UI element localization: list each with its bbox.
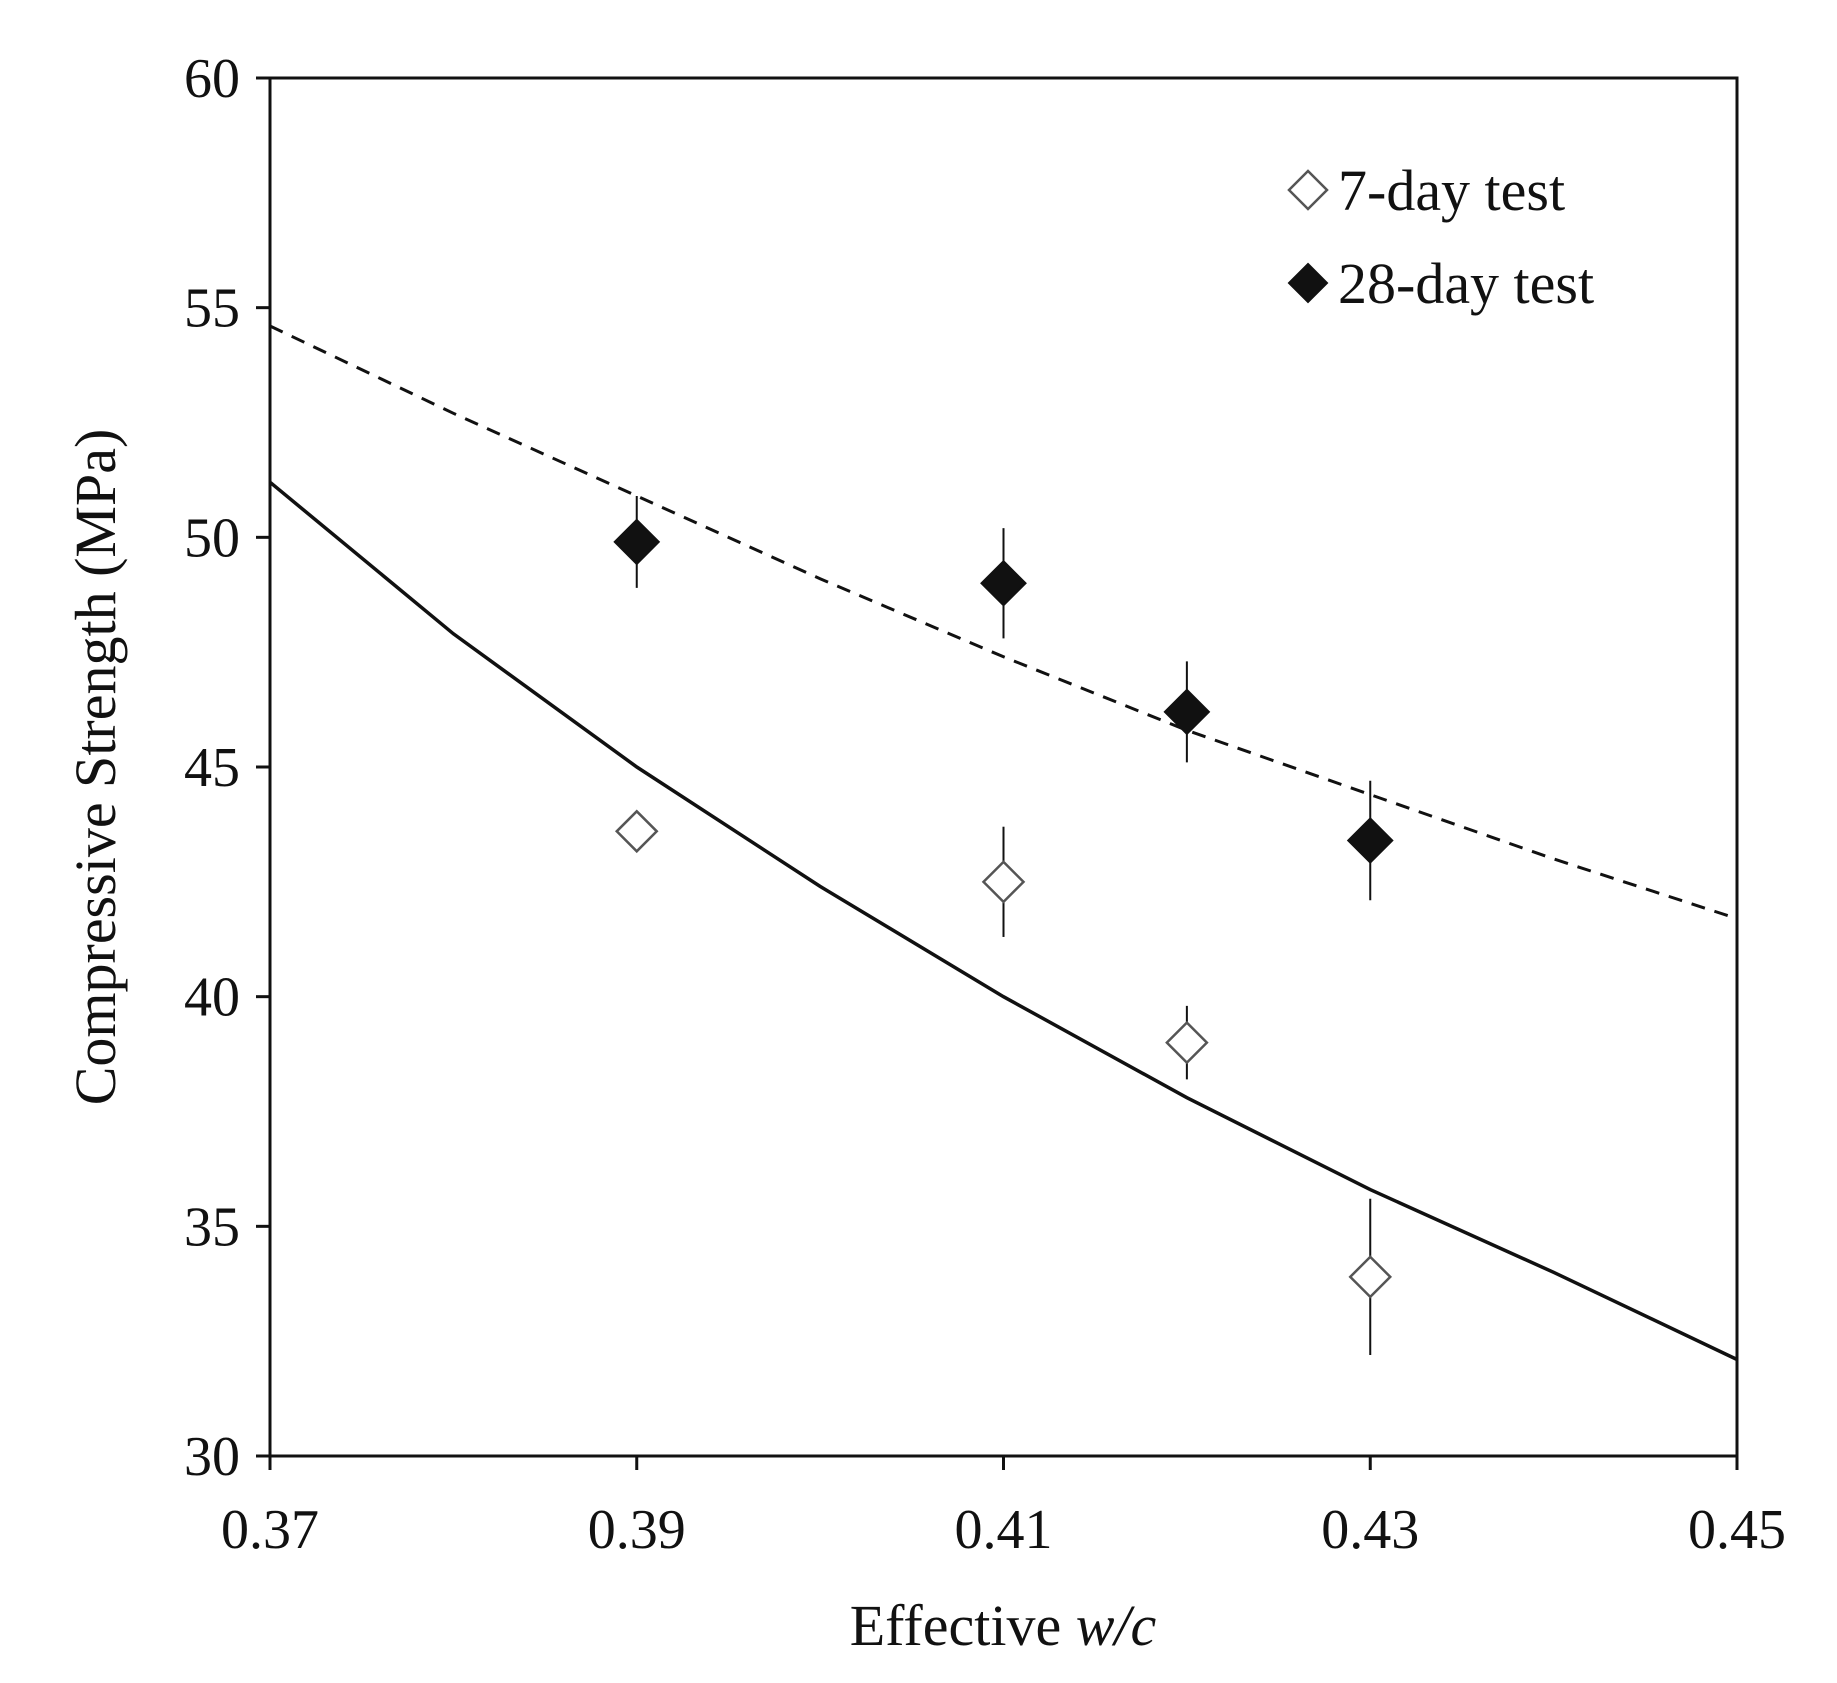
x-axis-title: Effective w/c [850, 1593, 1157, 1658]
data-point-28-day [1346, 817, 1394, 864]
x-tick-label: 0.41 [955, 1499, 1053, 1561]
data-point-28-day [1163, 688, 1211, 736]
fit-curve-28-day [269, 324, 1738, 921]
y-tick-label: 60 [184, 48, 240, 110]
x-axis-title-normal: Effective [850, 1593, 1076, 1658]
y-tick-label: 55 [184, 278, 240, 340]
data-point-28-day [980, 559, 1027, 607]
fit-curve-7-day [268, 480, 1738, 1362]
y-tick-label: 40 [184, 967, 240, 1029]
y-tick-label: 50 [184, 507, 240, 569]
data-point-7-day [1165, 1020, 1209, 1065]
data-markers [613, 518, 1394, 1299]
legend-marker-7-day [1287, 169, 1329, 211]
x-tick-label: 0.45 [1688, 1499, 1786, 1561]
y-tick-label: 30 [184, 1426, 240, 1488]
data-point-28-day [613, 518, 661, 566]
x-axis-title-italic: w/c [1076, 1593, 1157, 1658]
legend-marker-28-day [1287, 262, 1329, 304]
x-tick-label: 0.43 [1321, 1499, 1419, 1561]
fit-curves [268, 324, 1738, 1362]
data-point-7-day [1348, 1255, 1393, 1299]
x-tick-label: 0.39 [588, 1499, 686, 1561]
y-axis-title: Compressive Strength (MPa) [63, 429, 128, 1106]
legend-label-7-day: 7-day test [1338, 158, 1565, 223]
x-axis: 0.37 0.39 0.41 0.43 0.45 [221, 1456, 1786, 1561]
y-tick-label: 35 [184, 1196, 240, 1258]
legend: 7-day test 28-day test [1287, 158, 1594, 316]
y-tick-label: 45 [184, 737, 240, 799]
data-point-7-day [614, 809, 659, 854]
legend-label-28-day: 28-day test [1338, 251, 1594, 316]
y-axis: 30 35 40 45 50 55 60 [184, 48, 270, 1488]
error-bars [635, 495, 1372, 1355]
data-point-7-day [981, 860, 1026, 904]
x-tick-label: 0.37 [221, 1499, 319, 1561]
